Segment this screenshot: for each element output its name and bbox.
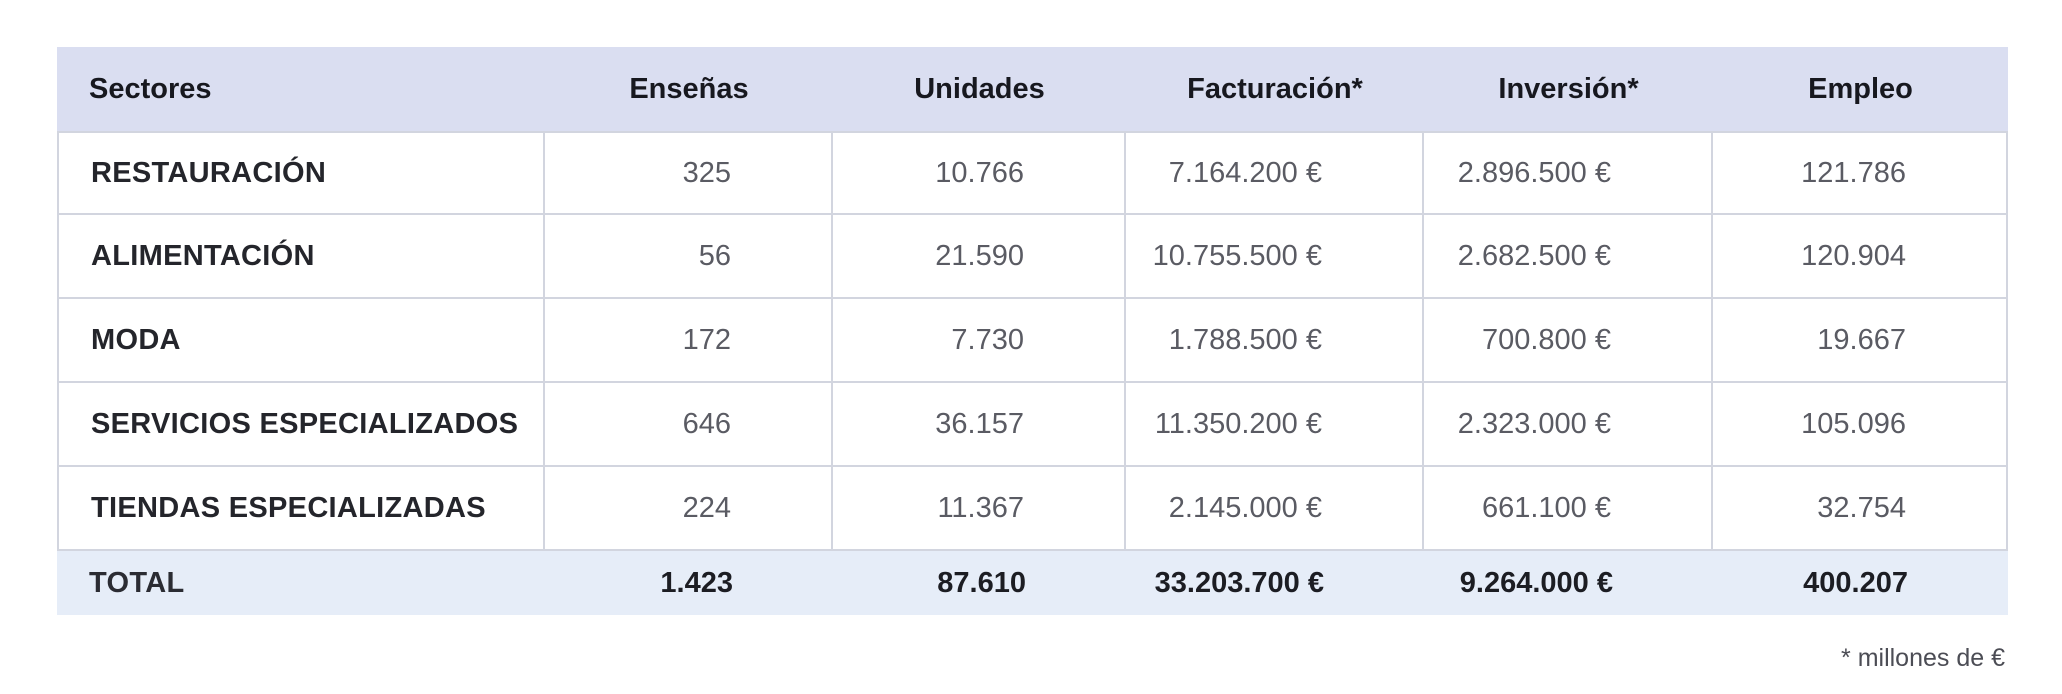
cell-inversion: 2.682.500 €: [1424, 215, 1713, 299]
total-unidades: 87.610: [833, 551, 1126, 615]
sector-label: MODA: [57, 299, 545, 383]
cell-facturacion: 11.350.200 €: [1126, 383, 1424, 467]
table-row-alimentacion: ALIMENTACIÓN 56 21.590 10.755.500 € 2.68…: [57, 215, 2008, 299]
table-body: RESTAURACIÓN 325 10.766 7.164.200 € 2.89…: [57, 131, 2008, 615]
cell-unidades: 10.766: [833, 131, 1126, 215]
header-row: Sectores Enseñas Unidades Facturación* I…: [57, 47, 2008, 131]
table-header: Sectores Enseñas Unidades Facturación* I…: [57, 47, 2008, 131]
total-ensenas: 1.423: [545, 551, 833, 615]
cell-inversion: 661.100 €: [1424, 467, 1713, 551]
cell-empleo: 120.904: [1713, 215, 2008, 299]
cell-inversion: 2.323.000 €: [1424, 383, 1713, 467]
total-facturacion: 33.203.700 €: [1126, 551, 1424, 615]
sector-table-container: Sectores Enseñas Unidades Facturación* I…: [57, 47, 2008, 615]
sector-data-table: Sectores Enseñas Unidades Facturación* I…: [57, 47, 2008, 615]
cell-facturacion: 1.788.500 €: [1126, 299, 1424, 383]
cell-empleo: 19.667: [1713, 299, 2008, 383]
table-row-servicios-especializados: SERVICIOS ESPECIALIZADOS 646 36.157 11.3…: [57, 383, 2008, 467]
table-row-restauracion: RESTAURACIÓN 325 10.766 7.164.200 € 2.89…: [57, 131, 2008, 215]
cell-ensenas: 646: [545, 383, 833, 467]
column-header-facturacion: Facturación*: [1126, 47, 1424, 131]
cell-facturacion: 2.145.000 €: [1126, 467, 1424, 551]
sector-label: ALIMENTACIÓN: [57, 215, 545, 299]
column-header-unidades: Unidades: [833, 47, 1126, 131]
cell-inversion: 2.896.500 €: [1424, 131, 1713, 215]
cell-empleo: 32.754: [1713, 467, 2008, 551]
cell-unidades: 11.367: [833, 467, 1126, 551]
cell-ensenas: 325: [545, 131, 833, 215]
column-header-empleo: Empleo: [1713, 47, 2008, 131]
cell-empleo: 121.786: [1713, 131, 2008, 215]
cell-unidades: 36.157: [833, 383, 1126, 467]
cell-facturacion: 10.755.500 €: [1126, 215, 1424, 299]
cell-unidades: 21.590: [833, 215, 1126, 299]
total-inversion: 9.264.000 €: [1424, 551, 1713, 615]
cell-ensenas: 56: [545, 215, 833, 299]
column-header-ensenas: Enseñas: [545, 47, 833, 131]
column-header-inversion: Inversión*: [1424, 47, 1713, 131]
cell-inversion: 700.800 €: [1424, 299, 1713, 383]
sector-label: RESTAURACIÓN: [57, 131, 545, 215]
table-row-tiendas-especializadas: TIENDAS ESPECIALIZADAS 224 11.367 2.145.…: [57, 467, 2008, 551]
footnote-millions: * millones de €: [1841, 644, 2005, 672]
cell-unidades: 7.730: [833, 299, 1126, 383]
cell-ensenas: 172: [545, 299, 833, 383]
column-header-sectores: Sectores: [57, 47, 545, 131]
sector-label: TIENDAS ESPECIALIZADAS: [57, 467, 545, 551]
cell-empleo: 105.096: [1713, 383, 2008, 467]
cell-ensenas: 224: [545, 467, 833, 551]
table-row-moda: MODA 172 7.730 1.788.500 € 700.800 € 19.…: [57, 299, 2008, 383]
table-row-total: TOTAL 1.423 87.610 33.203.700 € 9.264.00…: [57, 551, 2008, 615]
total-label: TOTAL: [57, 551, 545, 615]
cell-facturacion: 7.164.200 €: [1126, 131, 1424, 215]
total-empleo: 400.207: [1713, 551, 2008, 615]
sector-label: SERVICIOS ESPECIALIZADOS: [57, 383, 545, 467]
